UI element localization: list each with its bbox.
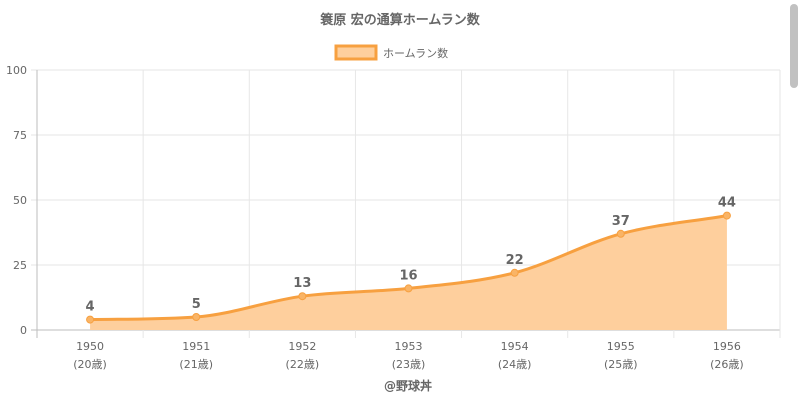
x-tick-label: 1956: [713, 340, 741, 353]
x-tick-sublabel: (20歳): [73, 358, 107, 371]
data-label: 37: [612, 214, 630, 229]
x-tick-sublabel: (23歳): [392, 358, 426, 371]
data-label: 44: [718, 196, 736, 211]
x-tick-label: 1953: [395, 340, 423, 353]
y-tick-label: 75: [13, 129, 27, 142]
scrollbar[interactable]: [790, 4, 798, 88]
plot-area: [86, 211, 731, 330]
legend[interactable]: ホームラン数: [334, 44, 448, 61]
x-tick-sublabel: (25歳): [604, 358, 638, 371]
data-label: 16: [399, 268, 417, 283]
data-point: [86, 315, 95, 324]
x-tick-label: 1950: [76, 340, 104, 353]
data-label: 4: [86, 300, 95, 315]
data-point: [510, 268, 519, 277]
data-point: [722, 211, 731, 220]
footer-credit: @野球丼: [384, 378, 432, 393]
x-tick-label: 1951: [182, 340, 210, 353]
legend-swatch: [334, 44, 378, 61]
x-tick-sublabel: (22歳): [286, 358, 320, 371]
data-point: [192, 313, 201, 321]
area-fill: [90, 215, 727, 330]
data-label: 5: [192, 297, 201, 312]
legend-label: ホームラン数: [383, 47, 448, 60]
x-tick-label: 1954: [501, 340, 529, 353]
data-point: [616, 229, 625, 238]
data-point: [298, 292, 307, 301]
labels: 0 25 50 75 100 4 5 13 16 22 37 44 1950 (20歳) 1951 (21歳)…: [6, 64, 744, 371]
x-tick-sublabel: (26歳): [710, 358, 744, 371]
data-point: [404, 284, 413, 293]
x-tick-label: 1955: [607, 340, 635, 353]
x-tick-label: 1952: [288, 340, 316, 353]
y-tick-label: 50: [13, 194, 27, 207]
x-tick-sublabel: (24歳): [498, 358, 532, 371]
data-label: 22: [506, 253, 524, 268]
data-label: 13: [293, 276, 311, 291]
y-tick-label: 0: [20, 324, 27, 337]
y-tick-label: 25: [13, 259, 27, 272]
x-tick-sublabel: (21歳): [179, 358, 213, 371]
chart-title: 簑原 宏の通算ホームラン数: [319, 12, 480, 28]
grid: [31, 69, 781, 338]
y-tick-label: 100: [6, 64, 27, 77]
